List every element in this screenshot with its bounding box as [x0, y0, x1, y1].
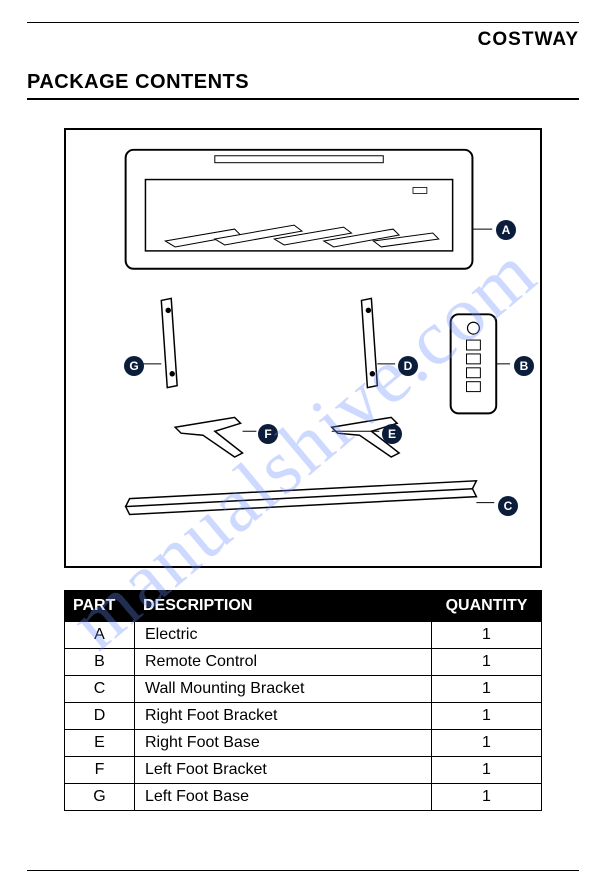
cell-desc: Remote Control: [135, 649, 432, 676]
table-row: B Remote Control 1: [65, 649, 542, 676]
th-qty: QUANTITY: [432, 591, 542, 622]
cell-part: F: [65, 757, 135, 784]
table-row: A Electric 1: [65, 622, 542, 649]
cell-desc: Right Foot Base: [135, 730, 432, 757]
table-row: E Right Foot Base 1: [65, 730, 542, 757]
cell-part: E: [65, 730, 135, 757]
table-row: C Wall Mounting Bracket 1: [65, 676, 542, 703]
cell-part: A: [65, 622, 135, 649]
callout-a: A: [496, 220, 516, 240]
package-diagram: A B C D E F G: [64, 128, 542, 568]
cell-desc: Left Foot Bracket: [135, 757, 432, 784]
callout-d: D: [398, 356, 418, 376]
cell-part: B: [65, 649, 135, 676]
cell-qty: 1: [432, 757, 542, 784]
cell-desc: Wall Mounting Bracket: [135, 676, 432, 703]
section-title: PACKAGE CONTENTS: [27, 71, 579, 100]
table-row: G Left Foot Base 1: [65, 784, 542, 811]
cell-qty: 1: [432, 784, 542, 811]
th-desc: DESCRIPTION: [135, 591, 432, 622]
cell-qty: 1: [432, 622, 542, 649]
cell-qty: 1: [432, 730, 542, 757]
cell-qty: 1: [432, 703, 542, 730]
cell-qty: 1: [432, 676, 542, 703]
parts-table: PART DESCRIPTION QUANTITY A Electric 1 B…: [64, 590, 542, 811]
table-body: A Electric 1 B Remote Control 1 C Wall M…: [65, 622, 542, 811]
top-rule: [27, 22, 579, 23]
callout-f: F: [258, 424, 278, 444]
callout-e: E: [382, 424, 402, 444]
th-part: PART: [65, 591, 135, 622]
table-row: D Right Foot Bracket 1: [65, 703, 542, 730]
brand-logo: COSTWAY: [27, 29, 579, 51]
callout-g: G: [124, 356, 144, 376]
cell-part: G: [65, 784, 135, 811]
page: COSTWAY PACKAGE CONTENTS: [27, 22, 579, 871]
cell-desc: Electric: [135, 622, 432, 649]
cell-desc: Right Foot Bracket: [135, 703, 432, 730]
bottom-rule: [27, 870, 579, 871]
callout-b: B: [514, 356, 534, 376]
cell-desc: Left Foot Base: [135, 784, 432, 811]
cell-part: C: [65, 676, 135, 703]
cell-part: D: [65, 703, 135, 730]
table-header-row: PART DESCRIPTION QUANTITY: [65, 591, 542, 622]
cell-qty: 1: [432, 649, 542, 676]
callout-c: C: [498, 496, 518, 516]
diagram-svg: [66, 130, 540, 566]
table-row: F Left Foot Bracket 1: [65, 757, 542, 784]
